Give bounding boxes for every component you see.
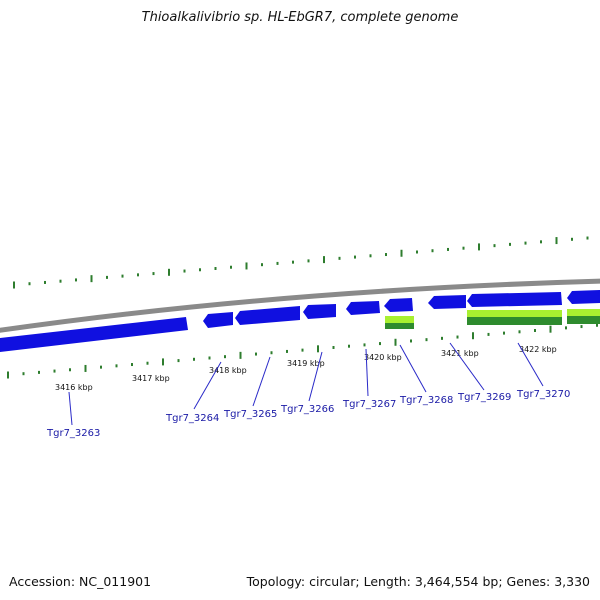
feature-track: [0, 290, 600, 352]
kbp-scale-labels: 3416 kbp 3417 kbp 3418 kbp 3419 kbp 3420…: [55, 345, 557, 392]
gene-label-tgr7-3269[interactable]: Tgr7_3269: [457, 392, 511, 403]
leader-line: [68, 391, 73, 426]
leader-line: [193, 361, 222, 410]
gene-label-tgr7-3265[interactable]: Tgr7_3265: [223, 409, 277, 420]
gene-label-leaders: [68, 342, 544, 426]
leader-line: [517, 342, 544, 387]
kbp-label: 3417 kbp: [132, 374, 170, 383]
gene-label-tgr7-3264[interactable]: Tgr7_3264: [165, 413, 219, 424]
kbp-label: 3420 kbp: [364, 353, 402, 362]
gene-tgr7-3270-arrow[interactable]: [467, 292, 562, 307]
leader-line: [252, 356, 271, 407]
gene-tgr7-3267-arrow[interactable]: [346, 301, 380, 315]
gene-next-arrow[interactable]: [567, 290, 600, 304]
gene-label-tgr7-3266[interactable]: Tgr7_3266: [280, 404, 334, 415]
leader-line: [449, 342, 485, 391]
map-title: Thioalkalivibrio sp. HL-EbGR7, complete …: [141, 10, 459, 25]
leader-line: [308, 351, 323, 402]
gene-label-tgr7-3270[interactable]: Tgr7_3270: [516, 389, 570, 400]
kbp-label: 3422 kbp: [519, 345, 557, 354]
kbp-label: 3416 kbp: [55, 383, 93, 392]
topology-text: Topology: circular; Length: 3,464,554 bp…: [246, 574, 590, 589]
kbp-label: 3419 kbp: [287, 359, 325, 368]
kbp-label: 3421 kbp: [441, 349, 479, 358]
gene-tgr7-3266-arrow[interactable]: [303, 304, 336, 319]
rna-feature-a: [385, 316, 414, 329]
gene-label-tgr7-3267[interactable]: Tgr7_3267: [342, 399, 396, 410]
gene-label-tgr7-3263[interactable]: Tgr7_3263: [46, 428, 100, 439]
outer-tick-ring: [13, 236, 589, 289]
gene-tgr7-3268-arrow[interactable]: [384, 298, 413, 312]
genome-backbone: [0, 278, 600, 333]
kbp-label: 3418 kbp: [209, 366, 247, 375]
accession-text: Accession: NC_011901: [9, 574, 152, 589]
gene-labels: Tgr7_3263 Tgr7_3264 Tgr7_3265 Tgr7_3266 …: [46, 389, 570, 439]
rna-feature-b: [467, 309, 600, 325]
leader-line: [365, 348, 369, 397]
gene-tgr7-3269-arrow[interactable]: [428, 295, 466, 309]
inner-tick-ring: [7, 323, 598, 379]
gene-tgr7-3264-arrow[interactable]: [203, 312, 233, 328]
gene-tgr7-3265-arrow[interactable]: [235, 306, 300, 325]
gene-label-tgr7-3268[interactable]: Tgr7_3268: [399, 395, 453, 406]
leader-line: [399, 344, 427, 393]
gene-tgr7-3263-arrow[interactable]: [0, 317, 188, 352]
